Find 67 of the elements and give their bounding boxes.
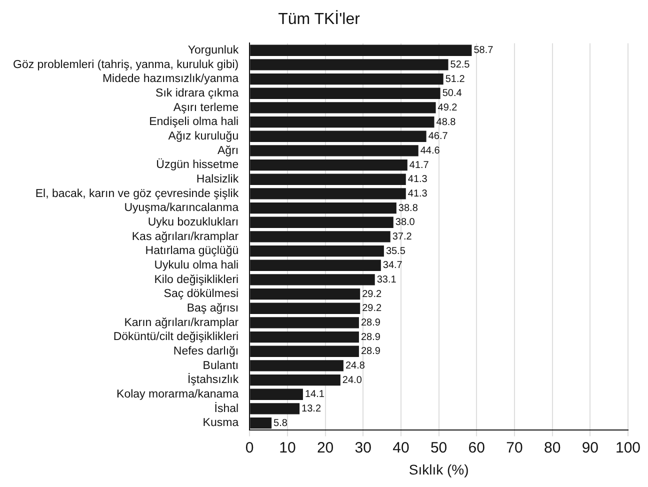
y-tick-label: Üzgün hissetme xyxy=(156,158,239,172)
y-tick-label: Midede hazımsızlık/yanma xyxy=(102,73,240,86)
y-tick-label: Göz problemleri (tahriş, yanma, kuruluk gibi) xyxy=(13,58,239,71)
data-label: 38.0 xyxy=(395,217,416,228)
chart-title: Tüm TKİ'ler xyxy=(278,10,361,28)
y-tick-label: Karın ağrıları/kramplar xyxy=(124,316,239,329)
y-tick-label: Kolay morarma/kanama xyxy=(116,388,240,401)
data-label: 28.9 xyxy=(360,332,381,343)
data-label: 41.7 xyxy=(409,160,430,171)
y-tick-label: Kilo değişiklikleri xyxy=(154,274,239,286)
y-tick-label: İştahsızlık xyxy=(187,373,239,386)
y-tick-label: Bulantı xyxy=(202,360,239,372)
data-label: 51.2 xyxy=(445,74,466,85)
data-label: 5.8 xyxy=(274,418,288,429)
y-tick-label: Uyku bozuklukları xyxy=(148,216,239,229)
data-label: 46.7 xyxy=(428,131,448,142)
y-tick-label: İshal xyxy=(214,402,239,415)
data-label: 28.9 xyxy=(360,346,381,358)
y-tick-label: Ağrı xyxy=(218,144,239,157)
y-tick-label: Saç dökülmesi xyxy=(164,288,239,300)
x-tick-label: 70 xyxy=(506,439,523,456)
x-tick-label: 60 xyxy=(468,439,485,456)
x-tick-label: 50 xyxy=(430,439,448,456)
y-tick-label: El, bacak, karın ve göz çevresinde şişlik xyxy=(35,188,239,200)
x-tick-label: 0 xyxy=(245,439,254,456)
data-label: 52.5 xyxy=(450,59,470,70)
y-tick-label: Yorgunluk xyxy=(188,44,239,57)
y-tick-label: Hatırlama güçlüğü xyxy=(145,245,239,258)
data-label: 34.7 xyxy=(382,260,403,272)
y-tick-label: Sık idrara çıkma xyxy=(156,88,240,100)
data-label: 29.2 xyxy=(362,288,382,300)
data-label: 48.8 xyxy=(436,116,456,128)
data-label: 35.5 xyxy=(386,246,406,257)
y-tick-label: Uyuşma/karıncalanma xyxy=(124,202,240,214)
y-tick-label: Ağız kuruluğu xyxy=(168,130,239,143)
data-label: 49.2 xyxy=(438,102,458,114)
x-axis-title: Sıklık (%) xyxy=(408,461,469,478)
y-tick-label: Baş ağrısı xyxy=(186,302,239,315)
x-tick-label: 90 xyxy=(582,439,599,456)
x-tick-label: 80 xyxy=(544,439,561,456)
data-label: 41.3 xyxy=(408,188,428,200)
data-label: 58.7 xyxy=(474,45,494,56)
data-label: 29.2 xyxy=(362,303,382,314)
data-label: 28.9 xyxy=(360,317,381,328)
y-tick-label: Kas ağrıları/kramplar xyxy=(132,230,239,243)
y-tick-label: Nefes darlığı xyxy=(173,346,239,358)
data-label: 38.8 xyxy=(398,202,418,214)
x-tick-label: 10 xyxy=(279,439,296,456)
data-label: 14.1 xyxy=(304,389,325,400)
y-tick-label: Uykulu olma hali xyxy=(154,260,239,272)
y-tick-label: Aşırı terleme xyxy=(173,102,239,114)
y-tick-label: Kusma xyxy=(202,417,240,430)
data-label: 33.1 xyxy=(376,274,397,286)
x-tick-label: 100 xyxy=(615,439,641,456)
data-label: 37.2 xyxy=(392,231,412,242)
data-label: 50.4 xyxy=(442,88,462,100)
data-label: 24.8 xyxy=(345,360,366,372)
data-label: 24.0 xyxy=(342,374,362,386)
x-tick-label: 40 xyxy=(392,439,410,456)
y-tick-label: Halsizlik xyxy=(196,174,239,186)
y-tick-label: Endişeli olma hali xyxy=(149,116,239,128)
y-tick-label: Döküntü/cilt değişiklikleri xyxy=(113,331,239,344)
x-tick-label: 20 xyxy=(316,439,334,456)
data-label: 44.6 xyxy=(420,145,440,156)
data-label: 41.3 xyxy=(408,174,428,186)
x-tick-label: 30 xyxy=(354,439,372,456)
data-label: 13.2 xyxy=(302,403,322,414)
